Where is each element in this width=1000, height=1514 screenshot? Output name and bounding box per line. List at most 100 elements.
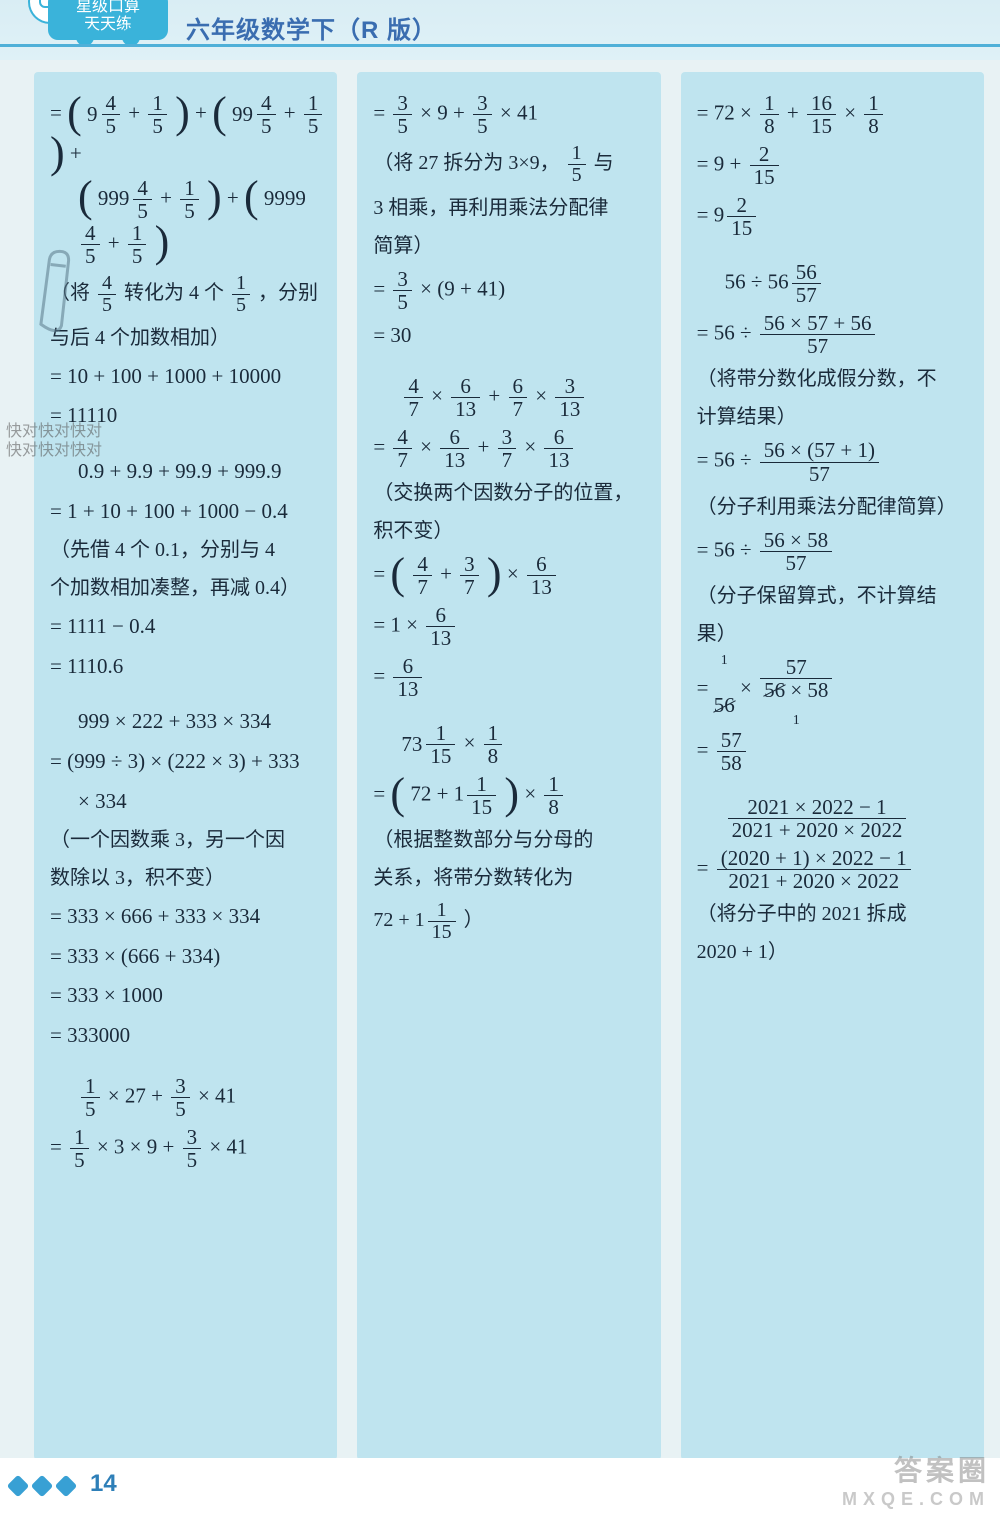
fraction: 45 [133, 177, 152, 222]
c1-line: = 333 × (666 + 334) [50, 940, 325, 974]
c3-line: = 9 + 215 [697, 143, 972, 188]
c1-line: = 333 × 1000 [50, 979, 325, 1013]
plus: + [128, 100, 145, 124]
c3-problem: 2021 × 2022 − 12021 + 2020 × 2022 [725, 796, 972, 841]
plus: + [284, 100, 301, 124]
header-rule [0, 44, 1000, 47]
plus: + [160, 185, 177, 209]
fraction: 15 [128, 222, 147, 267]
c3-line: = 9215 [697, 194, 972, 239]
fraction: 215 [727, 194, 756, 239]
fraction: (2020 + 1) × 2022 − 12021 + 2020 × 2022 [717, 847, 911, 892]
watermark-line2: 快对快对快对 [6, 441, 102, 460]
mixed-int: 9 [87, 98, 98, 132]
fraction: 1615 [807, 92, 836, 137]
fraction: 47 [393, 426, 412, 471]
eq-sign: = [50, 100, 67, 124]
plus: + [108, 230, 125, 254]
c2-line: = 35 × 9 + 35 × 41 [373, 92, 648, 137]
fraction: 613 [426, 604, 455, 649]
fraction: 613 [440, 426, 469, 471]
fraction: 37 [498, 426, 517, 471]
c2-line: = 47 × 613 + 37 × 613 [373, 426, 648, 471]
c1-problem: 999 × 222 + 333 × 334 [78, 705, 325, 739]
fraction: 15 [70, 1126, 89, 1171]
c2-note: 3 相乘，再利用乘法分配律 [373, 192, 648, 224]
c2-note: 72 + 1115 ） [373, 900, 648, 943]
fraction: 47 [413, 553, 432, 598]
c1-line: ( 99945 + 15 ) + ( 999945 + 15 ) [78, 177, 325, 267]
c2-problem: 47 × 613 + 67 × 313 [401, 375, 648, 420]
c3-problem: 56 ÷ 565657 [725, 261, 972, 306]
c1-line: × 334 [78, 785, 325, 819]
c3-note: （将带分数化成假分数，不 [697, 363, 972, 395]
c3-line: = (2020 + 1) × 2022 − 12021 + 2020 × 202… [697, 847, 972, 892]
fraction: 613 [393, 655, 422, 700]
c2-line: = 35 × (9 + 41) [373, 268, 648, 313]
fraction: 35 [393, 92, 412, 137]
c1-line: = 333 × 666 + 333 × 334 [50, 900, 325, 934]
column-2: = 35 × 9 + 35 × 41 （将 27 拆分为 3×9， 15 与 3… [357, 72, 660, 1460]
c1-line: = 1110.6 [50, 650, 325, 684]
corner-watermark-line1: 答案圈 [842, 1449, 990, 1489]
c1-note: （一个因数乘 3，另一个因 [50, 824, 325, 856]
c3-line: = 56 ÷ 56 × 57 + 5657 [697, 312, 972, 357]
fraction: 115 [426, 722, 455, 767]
plus: + [70, 141, 82, 165]
fraction: 35 [171, 1075, 190, 1120]
c1-line: = 1 + 10 + 100 + 1000 − 0.4 [50, 495, 325, 529]
fraction: 35 [393, 268, 412, 313]
page-number: 14 [90, 1470, 117, 1498]
fraction: 18 [760, 92, 779, 137]
column-3: = 72 × 18 + 1615 × 18 = 9 + 215 = 9215 5… [681, 72, 984, 1460]
c3-note: （分子保留算式，不计算结 [697, 580, 972, 612]
fraction: 613 [451, 375, 480, 420]
c3-note: （将分子中的 2021 拆成 [697, 898, 972, 930]
fraction: 15 [232, 273, 250, 316]
fraction: 56 × 5857 [760, 529, 832, 574]
fraction: 45 [98, 273, 116, 316]
cancel-num: 56 [714, 689, 735, 723]
c1-note: （先借 4 个 0.1，分别与 4 [50, 534, 325, 566]
footer-dots-icon [10, 1478, 74, 1494]
c3-line: = 5758 [697, 729, 972, 774]
c1-line: = 10 + 100 + 1000 + 10000 [50, 360, 325, 394]
mixed-int: 99 [232, 98, 253, 132]
c2-line: = ( 47 + 37 ) × 613 [373, 553, 648, 598]
c1-note: 数除以 3，积不变） [50, 862, 325, 894]
fraction: 18 [864, 92, 883, 137]
page-header: 星级口算 天天练 六年级数学下（R 版） [0, 0, 1000, 60]
series-badge: 星级口算 天天练 [48, 0, 168, 40]
c3-note: 果） [697, 618, 972, 650]
c1-problem: 0.9 + 9.9 + 99.9 + 999.9 [78, 455, 325, 489]
badge-line1: 星级口算 [76, 0, 140, 16]
c2-line: = ( 72 + 1115 ) × 18 [373, 773, 648, 818]
fraction: 56 × 57 + 5657 [760, 312, 876, 357]
fraction: 15 [180, 177, 199, 222]
fraction: 613 [544, 426, 573, 471]
mixed-int: 9999 [264, 182, 306, 216]
fraction: 18 [484, 722, 503, 767]
c2-line: = 1 × 613 [373, 604, 648, 649]
fraction: 5657 [792, 261, 821, 306]
c2-note: 积不变） [373, 515, 648, 547]
c1-note: 个加数相加凑整，再减 0.4） [50, 572, 325, 604]
corner-watermark-line2: MXQE.COM [842, 1489, 990, 1510]
plus: + [195, 100, 212, 124]
fraction: 115 [467, 773, 496, 818]
fraction: 45 [102, 92, 121, 137]
c2-line: = 613 [373, 655, 648, 700]
c2-note: （将 27 拆分为 3×9， 15 与 [373, 143, 648, 186]
fraction: 5758 [717, 729, 746, 774]
c2-note: 关系，将带分数转化为 [373, 862, 648, 894]
c2-note: 简算） [373, 230, 648, 262]
cancel-sup: 1 [721, 653, 728, 668]
fraction: 57 56 × 58 1 [760, 656, 832, 723]
content-columns: = ( 945 + 15 ) + ( 9945 + 15 ) + ( 99945… [0, 60, 1000, 1460]
plus: + [227, 185, 244, 209]
fraction: 15 [304, 92, 323, 137]
fraction: 37 [460, 553, 479, 598]
fraction: 115 [428, 900, 456, 943]
fraction: 56 × (57 + 1)57 [760, 439, 879, 484]
page-footer: 14 答案圈 MXQE.COM [0, 1458, 1000, 1514]
